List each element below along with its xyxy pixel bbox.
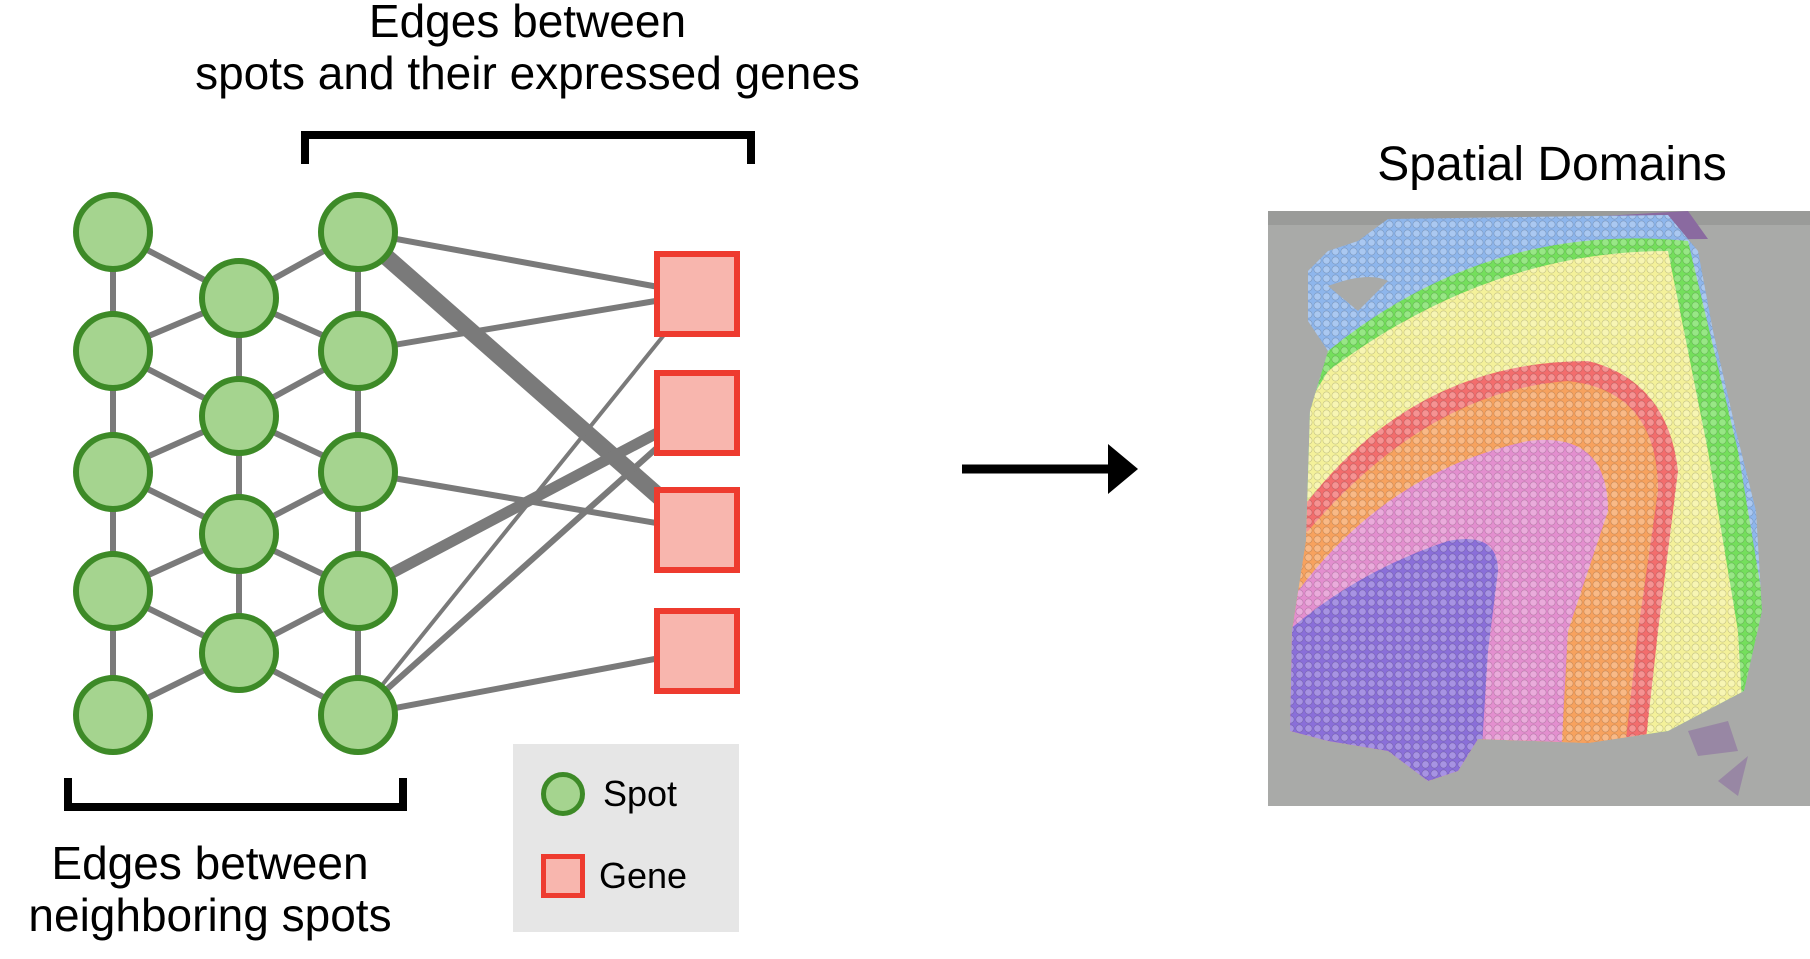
spot-gene-edge xyxy=(356,292,699,717)
spot-gene-edge xyxy=(356,409,699,718)
spot-gene-edges-title: Edges between spots and their expressed … xyxy=(120,0,935,99)
spot-gene-edges xyxy=(352,225,703,718)
spot-gene-edge xyxy=(357,229,698,297)
spot-node xyxy=(73,311,153,391)
gene-legend-icon xyxy=(541,854,585,898)
spot-node xyxy=(199,613,279,693)
neighbor-edges-text: Edges between neighboring spots xyxy=(28,837,392,941)
bottom-bracket xyxy=(64,778,407,811)
spatial-domains-title: Spatial Domains xyxy=(1377,138,1727,191)
gene-node xyxy=(654,608,740,694)
spot-node xyxy=(318,551,398,631)
spot-nodes xyxy=(73,192,398,755)
spot-node xyxy=(318,675,398,755)
spot-legend-icon xyxy=(541,772,585,816)
spot-node xyxy=(199,258,279,338)
spot-node xyxy=(199,494,279,574)
gene-node xyxy=(654,370,740,456)
spot-node xyxy=(318,432,398,512)
spot-gene-edge xyxy=(357,291,698,354)
gene-node xyxy=(654,487,740,573)
top-bracket xyxy=(301,131,755,164)
neighbor-edges-title: Edges between neighboring spots xyxy=(0,837,460,941)
legend-spot-label: Spot xyxy=(603,773,678,814)
tissue-map xyxy=(1268,211,1810,806)
spot-gene-edges-text: Edges between spots and their expressed … xyxy=(195,0,860,99)
spot-node xyxy=(73,551,153,631)
legend-gene: Gene xyxy=(541,854,687,898)
spot-node xyxy=(199,376,279,456)
spot-node xyxy=(73,192,153,272)
spot-node xyxy=(318,192,398,272)
spot-gene-edge-heavy xyxy=(352,225,703,537)
legend-gene-label: Gene xyxy=(599,855,688,896)
arrow-right-icon xyxy=(962,444,1138,494)
legend: Spot Gene xyxy=(513,744,739,932)
spot-node xyxy=(318,311,398,391)
spot-node xyxy=(73,675,153,755)
spot-node xyxy=(73,432,153,512)
spatial-domains-image xyxy=(1268,211,1810,806)
gene-node xyxy=(654,251,740,337)
legend-spot: Spot xyxy=(541,772,677,816)
spot-gene-edge xyxy=(357,648,698,718)
gene-nodes xyxy=(654,251,740,694)
